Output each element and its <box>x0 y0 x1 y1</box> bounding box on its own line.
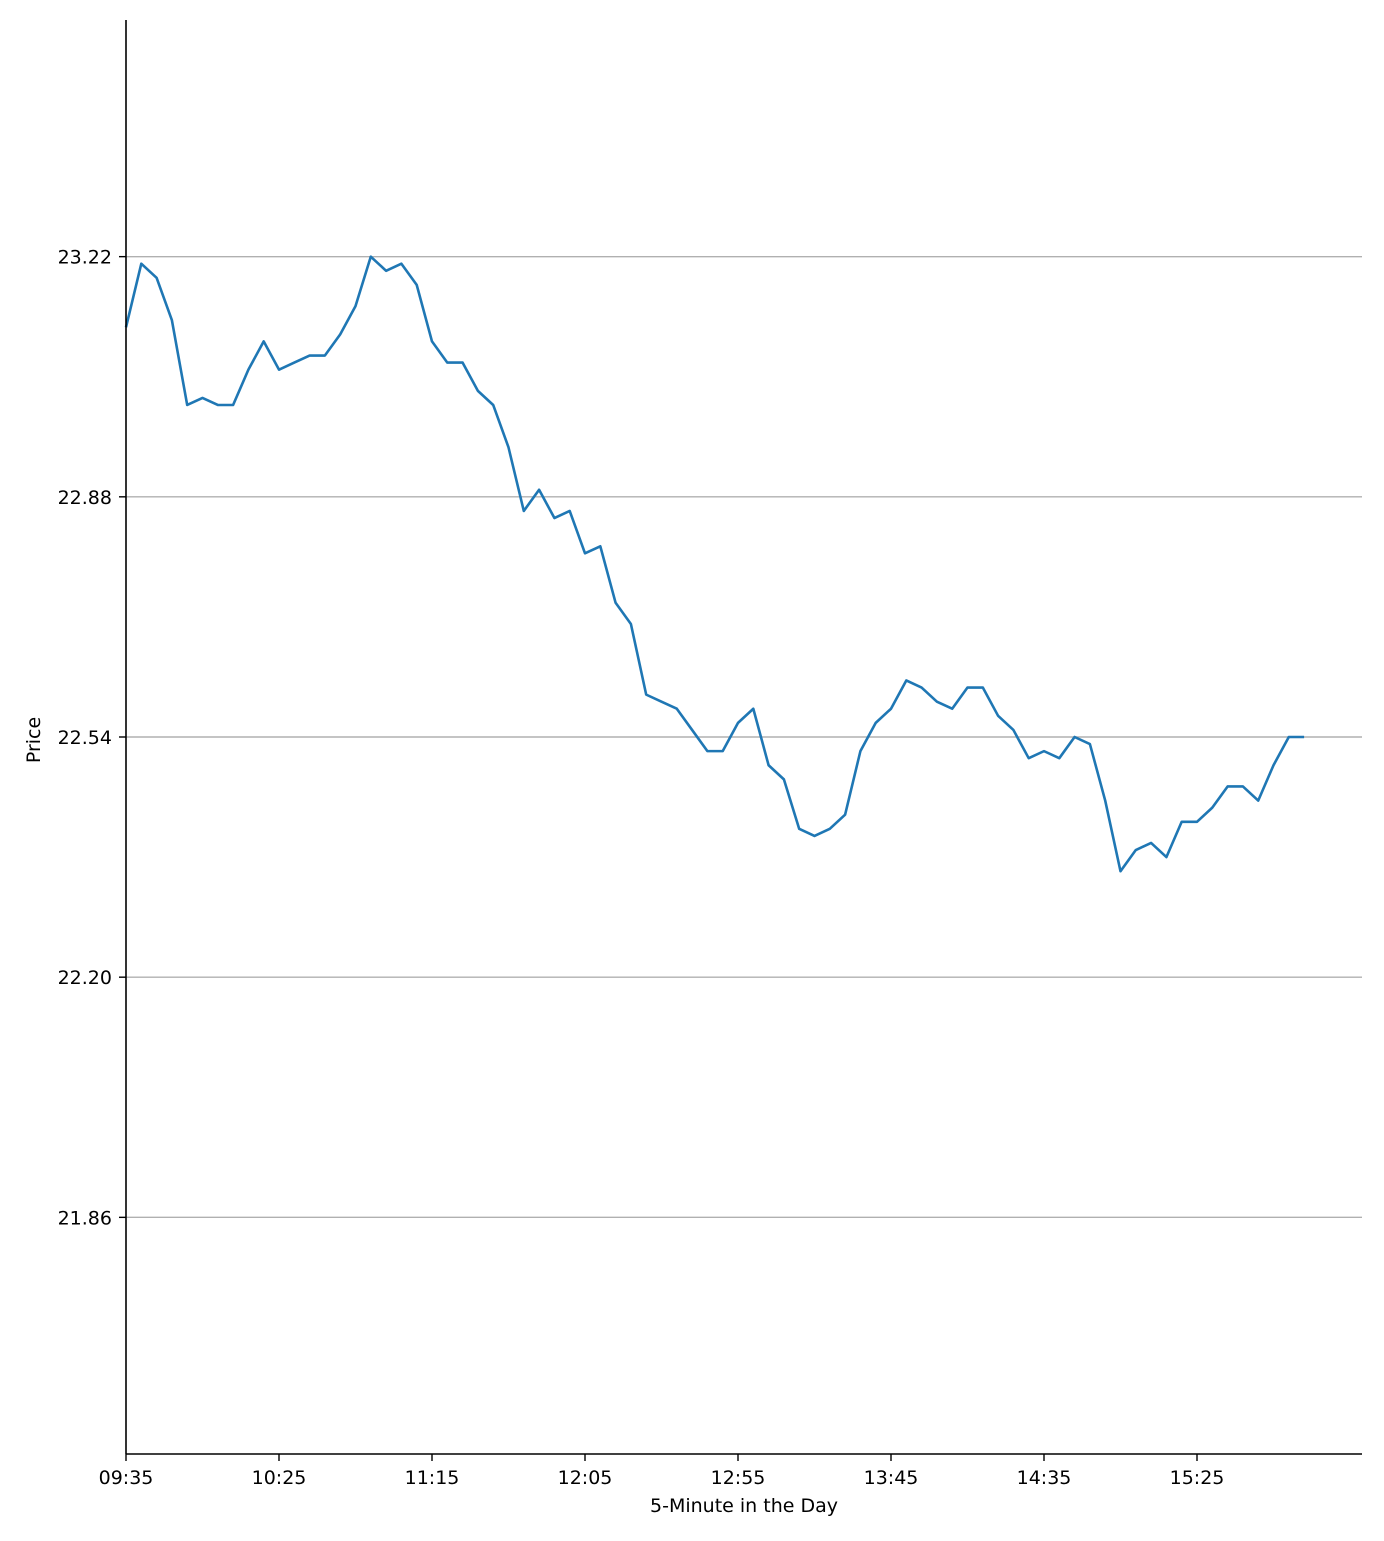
x-tick-label: 11:15 <box>405 1467 460 1489</box>
y-tick-label: 22.88 <box>58 487 112 509</box>
x-tick-label: 12:55 <box>711 1467 766 1489</box>
y-ticks: 21.86 22.20 22.54 22.88 23.22 <box>58 247 126 1229</box>
price-series-line <box>124 255 1305 873</box>
x-tick-label: 10:25 <box>252 1467 307 1489</box>
grid-lines <box>126 255 1362 1219</box>
y-tick-label: 23.22 <box>58 247 112 269</box>
x-ticks: 09:35 10:25 11:15 12:05 12:55 13:45 14:35 15:25 <box>99 1454 1225 1489</box>
x-tick-label: 12:05 <box>558 1467 613 1489</box>
series-layer <box>124 255 1305 873</box>
y-tick-label: 21.86 <box>58 1207 112 1229</box>
x-tick-label: 15:25 <box>1170 1467 1225 1489</box>
y-tick-label: 22.54 <box>58 727 112 749</box>
y-tick-label: 22.20 <box>58 967 112 989</box>
x-axis-label: 5-Minute in the Day <box>650 1495 838 1517</box>
y-axis-label: Price <box>23 717 45 763</box>
x-tick-label: 09:35 <box>99 1467 154 1489</box>
x-tick-label: 13:45 <box>864 1467 919 1489</box>
x-tick-label: 14:35 <box>1017 1467 1072 1489</box>
